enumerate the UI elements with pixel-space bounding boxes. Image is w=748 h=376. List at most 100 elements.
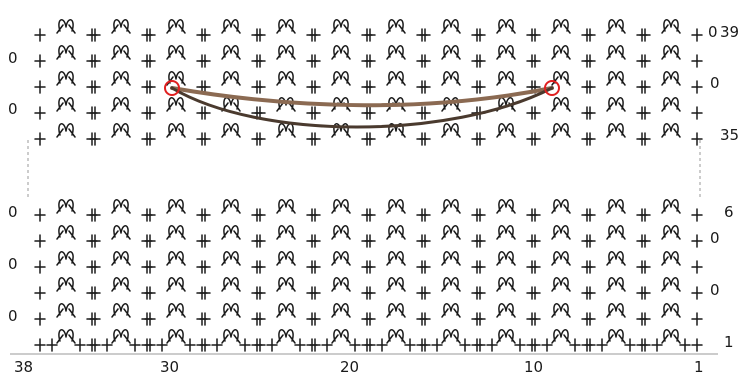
picot-shell-symbol bbox=[276, 329, 296, 344]
labels: 39 0 35 6 0 0 1 0 0 0 0 0 0 38 30 20 10 … bbox=[8, 23, 739, 376]
picot-shell-symbol bbox=[166, 45, 186, 60]
single-crochet-symbol bbox=[584, 106, 596, 120]
picot-shell-symbol bbox=[496, 71, 516, 86]
single-crochet-symbol bbox=[639, 312, 651, 326]
single-crochet-symbol bbox=[89, 286, 101, 300]
picot-shell-symbol bbox=[221, 45, 241, 60]
picot-shell-symbol bbox=[331, 71, 351, 86]
single-crochet-symbol bbox=[34, 132, 46, 146]
picot-shell-symbol bbox=[496, 123, 516, 138]
single-crochet-symbol bbox=[184, 338, 196, 352]
picot-shell-symbol bbox=[221, 277, 241, 292]
single-crochet-symbol bbox=[364, 28, 376, 42]
picot-shell-symbol bbox=[111, 329, 131, 344]
picot-shell-symbol bbox=[606, 199, 626, 214]
row-label-0a: 0 bbox=[710, 74, 720, 92]
picot-shell-symbol bbox=[551, 97, 571, 112]
single-crochet-symbol bbox=[309, 260, 321, 274]
picot-shell-symbol bbox=[661, 329, 681, 344]
single-crochet-symbol bbox=[584, 286, 596, 300]
picot-shell-symbol bbox=[111, 19, 131, 34]
single-crochet-symbol bbox=[309, 132, 321, 146]
single-crochet-symbol bbox=[529, 208, 541, 222]
single-crochet-symbol bbox=[639, 338, 651, 352]
picot-shell-symbol bbox=[496, 251, 516, 266]
single-crochet-symbol bbox=[431, 338, 443, 352]
picot-shell-symbol bbox=[551, 225, 571, 240]
picot-shell-symbol bbox=[441, 225, 461, 240]
picot-shell-symbol bbox=[661, 251, 681, 266]
picot-shell-symbol bbox=[606, 45, 626, 60]
picot-shell-symbol bbox=[331, 45, 351, 60]
stitch-number-1: 1 bbox=[694, 358, 704, 376]
picot-shell-symbol bbox=[56, 19, 76, 34]
single-crochet-symbol bbox=[254, 208, 266, 222]
picot-shell-symbol bbox=[496, 277, 516, 292]
single-crochet-symbol bbox=[89, 132, 101, 146]
single-crochet-symbol bbox=[691, 312, 703, 326]
picot-shell-symbol bbox=[441, 71, 461, 86]
picot-shell-symbol bbox=[221, 199, 241, 214]
single-crochet-symbol bbox=[474, 234, 486, 248]
picot-shell-symbol bbox=[276, 19, 296, 34]
picot-shell-symbol bbox=[606, 123, 626, 138]
picot-shell-symbol bbox=[221, 71, 241, 86]
picot-shell-symbol bbox=[166, 123, 186, 138]
single-crochet-symbol bbox=[199, 54, 211, 68]
single-crochet-symbol bbox=[639, 54, 651, 68]
picot-shell-symbol bbox=[386, 19, 406, 34]
picot-shell-symbol bbox=[331, 123, 351, 138]
picot-shell-symbol bbox=[111, 45, 131, 60]
single-crochet-symbol bbox=[46, 338, 58, 352]
picot-shell-symbol bbox=[661, 19, 681, 34]
picot-shell-symbol bbox=[331, 277, 351, 292]
single-crochet-symbol bbox=[639, 234, 651, 248]
stitch-number-10: 10 bbox=[524, 358, 543, 376]
picot-shell-symbol bbox=[551, 199, 571, 214]
picot-shell-symbol bbox=[111, 97, 131, 112]
single-crochet-symbol bbox=[584, 338, 596, 352]
single-crochet-symbol bbox=[474, 80, 486, 94]
picot-shell-symbol bbox=[551, 45, 571, 60]
single-crochet-symbol bbox=[254, 80, 266, 94]
picot-shell-symbol bbox=[386, 45, 406, 60]
single-crochet-symbol bbox=[144, 286, 156, 300]
single-crochet-symbol bbox=[639, 28, 651, 42]
single-crochet-symbol bbox=[199, 260, 211, 274]
single-crochet-symbol bbox=[309, 54, 321, 68]
single-crochet-symbol bbox=[254, 28, 266, 42]
single-crochet-symbol bbox=[419, 286, 431, 300]
join-marker-left bbox=[164, 80, 180, 96]
single-crochet-symbol bbox=[419, 28, 431, 42]
picot-shell-symbol bbox=[496, 303, 516, 318]
single-crochet-symbol bbox=[34, 260, 46, 274]
single-crochet-symbol bbox=[364, 286, 376, 300]
picot-shell-symbol bbox=[221, 329, 241, 344]
picot-shell-symbol bbox=[56, 225, 76, 240]
single-crochet-symbol bbox=[514, 338, 526, 352]
single-crochet-symbol bbox=[364, 208, 376, 222]
single-crochet-symbol bbox=[529, 28, 541, 42]
single-crochet-symbol bbox=[691, 80, 703, 94]
single-crochet-symbol bbox=[309, 80, 321, 94]
single-crochet-symbol bbox=[309, 28, 321, 42]
single-crochet-symbol bbox=[584, 260, 596, 274]
single-crochet-symbol bbox=[144, 234, 156, 248]
picot-shell-symbol bbox=[606, 251, 626, 266]
single-crochet-symbol bbox=[529, 234, 541, 248]
picot-shell-symbol bbox=[606, 277, 626, 292]
picot-shell-symbol bbox=[551, 71, 571, 86]
single-crochet-symbol bbox=[691, 286, 703, 300]
single-crochet-symbol bbox=[529, 312, 541, 326]
single-crochet-symbol bbox=[364, 312, 376, 326]
single-crochet-symbol bbox=[474, 338, 486, 352]
single-crochet-symbol bbox=[199, 234, 211, 248]
picot-shell-symbol bbox=[276, 277, 296, 292]
row-label-39: 39 bbox=[720, 23, 739, 41]
picot-shell-symbol bbox=[56, 123, 76, 138]
left-marker-4: 0 bbox=[8, 255, 18, 273]
single-crochet-symbol bbox=[474, 28, 486, 42]
row-label-0b: 0 bbox=[710, 229, 720, 247]
single-crochet-symbol bbox=[691, 28, 703, 42]
picot-shell-symbol bbox=[551, 303, 571, 318]
